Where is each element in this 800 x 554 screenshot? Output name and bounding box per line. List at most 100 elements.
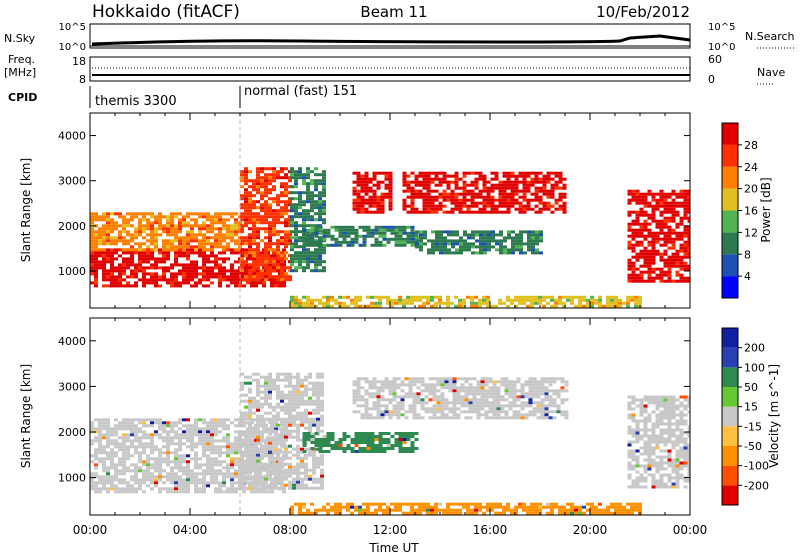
heatmap-cell bbox=[683, 195, 688, 199]
heatmap-cell bbox=[651, 234, 656, 238]
heatmap-cell bbox=[272, 414, 276, 418]
heatmap-cell bbox=[226, 439, 230, 443]
heatmap-cell bbox=[643, 219, 648, 223]
heatmap-cell bbox=[304, 387, 308, 391]
heatmap-cell bbox=[574, 304, 578, 308]
heatmap-cell bbox=[447, 230, 451, 234]
heatmap-cell bbox=[455, 251, 459, 255]
heatmap-cell bbox=[178, 490, 182, 494]
heatmap-cell bbox=[122, 463, 126, 467]
heatmap-cell bbox=[276, 176, 280, 180]
heatmap-cell bbox=[154, 242, 158, 246]
heatmap-cell bbox=[679, 243, 684, 247]
heatmap-cell bbox=[354, 441, 359, 444]
heatmap-cell bbox=[396, 407, 401, 411]
heatmap-cell bbox=[154, 469, 158, 473]
heatmap-cell bbox=[522, 171, 527, 175]
heatmap-cell bbox=[418, 298, 422, 302]
heatmap-cell bbox=[671, 228, 676, 232]
heatmap-cell bbox=[134, 275, 138, 279]
heatmap-cell bbox=[432, 392, 437, 396]
heatmap-cell bbox=[304, 486, 308, 490]
heatmap-cell bbox=[484, 410, 489, 414]
heatmap-cell bbox=[248, 402, 252, 406]
heatmap-cell bbox=[667, 192, 672, 196]
heatmap-cell bbox=[106, 254, 110, 258]
heatmap-cell bbox=[276, 212, 280, 216]
heatmap-cell bbox=[476, 380, 481, 384]
heatmap-cell bbox=[427, 251, 431, 255]
heatmap-cell bbox=[406, 447, 411, 450]
heatmap-cell bbox=[456, 395, 461, 399]
heatmap-cell bbox=[368, 383, 373, 387]
heatmap-cell bbox=[372, 386, 377, 390]
heatmap-cell bbox=[174, 430, 178, 434]
heatmap-cell bbox=[302, 179, 306, 183]
heatmap-cell bbox=[268, 375, 272, 379]
heatmap-cell bbox=[490, 198, 495, 202]
heatmap-cell bbox=[364, 392, 369, 396]
heatmap-cell bbox=[388, 195, 393, 199]
heatmap-cell bbox=[506, 298, 510, 302]
heatmap-cell bbox=[675, 192, 680, 196]
heatmap-cell bbox=[174, 275, 178, 279]
heatmap-cell bbox=[234, 436, 238, 440]
heatmap-cell bbox=[346, 304, 350, 308]
heatmap-cell bbox=[314, 240, 319, 244]
heatmap-cell bbox=[302, 438, 307, 441]
heatmap-cell bbox=[308, 423, 312, 427]
heatmap-cell bbox=[126, 281, 130, 285]
heatmap-cell bbox=[244, 224, 248, 228]
heatmap-cell bbox=[272, 221, 276, 225]
heatmap-cell bbox=[248, 444, 252, 448]
heatmap-cell bbox=[538, 195, 543, 199]
heatmap-cell bbox=[284, 236, 288, 240]
heatmap-cell bbox=[463, 248, 467, 252]
heatmap-cell bbox=[316, 396, 320, 400]
heatmap-cell bbox=[423, 242, 427, 246]
heatmap-cell bbox=[256, 167, 260, 171]
heatmap-cell bbox=[582, 295, 586, 299]
heatmap-cell bbox=[214, 218, 218, 222]
heatmap-cell bbox=[288, 378, 292, 382]
heatmap-cell bbox=[142, 266, 146, 270]
heatmap-cell bbox=[244, 194, 248, 198]
heatmap-cell bbox=[514, 192, 519, 196]
heatmap-cell bbox=[230, 475, 234, 479]
heatmap-cell bbox=[486, 210, 491, 214]
heatmap-cell bbox=[398, 228, 403, 232]
heatmap-cell bbox=[202, 254, 206, 258]
heatmap-cell bbox=[198, 251, 202, 255]
heatmap-cell bbox=[118, 263, 122, 267]
heatmap-cell bbox=[226, 424, 230, 428]
heatmap-cell bbox=[531, 233, 535, 237]
heatmap-cell bbox=[448, 407, 453, 411]
heatmap-cell bbox=[402, 201, 407, 205]
heatmap-cell bbox=[154, 233, 158, 237]
heatmap-cell bbox=[386, 225, 391, 229]
heatmap-cell bbox=[126, 221, 130, 225]
heatmap-cell bbox=[142, 436, 146, 440]
heatmap-cell bbox=[244, 173, 248, 177]
heatmap-cell bbox=[202, 478, 206, 482]
heatmap-cell bbox=[210, 463, 214, 467]
heatmap-cell bbox=[314, 224, 318, 228]
heatmap-cell bbox=[94, 272, 98, 276]
heatmap-cell bbox=[256, 483, 260, 487]
heatmap-cell bbox=[268, 441, 272, 445]
heatmap-cell bbox=[162, 248, 166, 252]
heatmap-cell bbox=[272, 438, 276, 442]
heatmap-cell bbox=[430, 195, 435, 199]
heatmap-cell bbox=[378, 450, 383, 453]
heatmap-cell bbox=[627, 201, 632, 205]
heatmap-cell bbox=[667, 264, 672, 268]
heatmap-cell bbox=[370, 450, 375, 453]
heatmap-cell bbox=[388, 398, 393, 402]
heatmap-cell bbox=[158, 260, 162, 264]
heatmap-cell bbox=[256, 218, 260, 222]
heatmap-cell bbox=[538, 201, 543, 205]
heatmap-cell bbox=[296, 447, 300, 451]
heatmap-cell bbox=[276, 390, 280, 394]
heatmap-cell bbox=[154, 463, 158, 467]
heatmap-cell bbox=[268, 387, 272, 391]
